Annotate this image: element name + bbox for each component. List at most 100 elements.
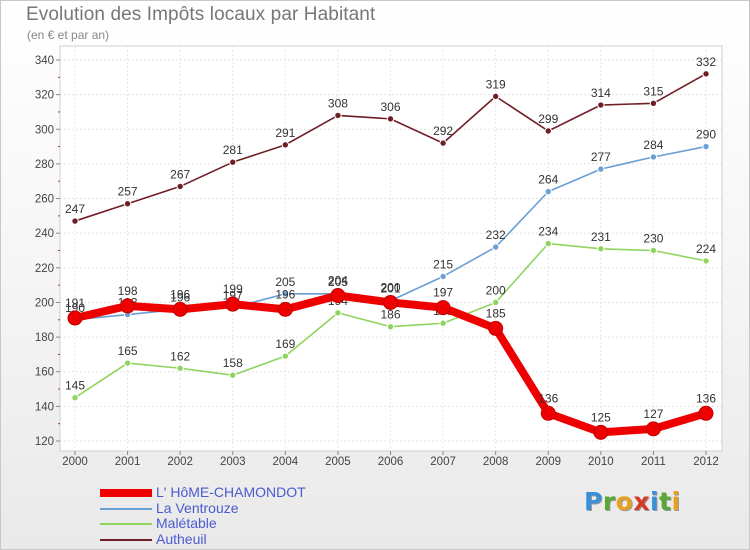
data-label: 205 <box>275 275 295 289</box>
data-label: 125 <box>591 410 611 424</box>
x-tick-label: 2007 <box>430 456 456 468</box>
data-label: 292 <box>433 124 453 138</box>
chart-subtitle: (en € et par an) <box>27 28 110 42</box>
data-label: 200 <box>486 283 506 297</box>
x-tick-label: 2010 <box>588 456 614 468</box>
data-label: 224 <box>696 242 716 256</box>
data-label: 232 <box>486 228 506 242</box>
y-tick-label: 260 <box>35 194 54 206</box>
x-tick-label: 2009 <box>535 456 561 468</box>
data-point <box>439 319 447 327</box>
legend-item-maletable: Malétable <box>100 515 420 532</box>
data-label: 197 <box>433 286 453 300</box>
y-tick-label: 180 <box>35 332 54 344</box>
data-label: 201 <box>380 282 400 296</box>
legend-item-autheuil: Autheuil <box>100 531 420 548</box>
legend-swatch <box>100 523 152 525</box>
data-label: 196 <box>170 290 190 304</box>
data-label: 332 <box>696 55 716 69</box>
data-point <box>281 290 290 298</box>
logo-letter: t <box>659 487 672 516</box>
legend-item-hsme-chamondot: L' HôME-CHAMONDOT <box>100 484 420 501</box>
data-label: 306 <box>380 100 400 114</box>
data-point <box>649 246 658 255</box>
data-label: 264 <box>538 173 558 187</box>
data-label: 319 <box>486 77 506 91</box>
data-point <box>544 127 552 135</box>
legend-label: L' HôME-CHAMONDOT <box>156 484 306 500</box>
legend-label: Malétable <box>156 515 217 531</box>
data-point <box>334 111 342 120</box>
series-autheuil: 247 257 267 281 291 308 306 292 319 299 314 315 332 <box>65 55 716 225</box>
data-label: 247 <box>65 202 85 216</box>
chart-legend: L' HôME-CHAMONDOT La Ventrouze Malétable… <box>100 484 420 548</box>
data-point <box>597 165 605 173</box>
data-label: 281 <box>223 143 243 157</box>
data-point <box>544 239 552 248</box>
x-tick-label: 2001 <box>115 456 141 468</box>
legend-swatch <box>100 538 152 541</box>
chart-title: Evolution des Impôts locaux par Habitant <box>26 4 376 25</box>
x-tick-label: 2002 <box>167 456 193 468</box>
data-point <box>123 200 132 208</box>
y-tick-label: 220 <box>35 263 54 275</box>
data-point <box>698 405 714 421</box>
data-point <box>439 272 447 281</box>
data-label: 234 <box>538 225 558 239</box>
data-label: 162 <box>170 349 190 363</box>
data-point <box>229 371 237 379</box>
x-tick-label: 2012 <box>693 456 719 468</box>
data-label: 230 <box>643 232 663 246</box>
x-tick-label: 2008 <box>483 456 509 468</box>
data-point <box>544 187 552 196</box>
data-point <box>491 298 500 307</box>
logo-letter: i <box>650 487 660 516</box>
data-label: 198 <box>118 284 138 298</box>
data-point <box>120 298 136 314</box>
data-point <box>649 153 658 161</box>
data-label: 186 <box>380 308 400 322</box>
data-point <box>225 296 241 312</box>
data-label: 196 <box>170 287 190 301</box>
logo-letter: i <box>671 487 681 516</box>
data-point <box>386 115 395 123</box>
data-point <box>176 364 184 372</box>
data-point <box>71 217 79 225</box>
legend-label: La Ventrouze <box>156 499 239 516</box>
data-label: 231 <box>591 230 611 244</box>
x-tick-label: 2011 <box>641 456 666 468</box>
legend-swatch <box>100 507 152 510</box>
data-label: 145 <box>65 379 85 393</box>
y-tick-label: 340 <box>35 55 54 67</box>
data-label: 215 <box>433 257 453 271</box>
y-tick-label: 240 <box>35 228 54 240</box>
data-label: 165 <box>118 344 138 358</box>
data-label: 277 <box>591 150 611 164</box>
data-label: 257 <box>118 185 138 199</box>
data-point <box>330 288 346 304</box>
data-point <box>597 245 605 253</box>
data-point <box>645 421 661 437</box>
data-point <box>439 139 447 147</box>
y-tick-label: 200 <box>35 297 54 309</box>
data-point <box>702 70 710 78</box>
data-label: 284 <box>643 138 663 152</box>
data-label: 196 <box>275 287 295 301</box>
data-point <box>176 182 184 191</box>
data-point <box>702 257 710 265</box>
data-point <box>71 394 79 402</box>
data-label: 199 <box>223 282 243 296</box>
y-tick-label: 140 <box>35 401 54 413</box>
logo-letter: o <box>615 487 634 516</box>
data-point <box>491 243 500 251</box>
data-point <box>386 323 395 331</box>
data-point <box>491 92 500 101</box>
x-tick-label: 2006 <box>378 456 404 468</box>
y-tick-label: 120 <box>35 436 54 448</box>
logo-letter: P <box>584 487 603 516</box>
x-tick-label: 2004 <box>273 456 299 468</box>
data-label: 308 <box>328 96 348 110</box>
data-label: 136 <box>696 391 716 405</box>
data-label: 169 <box>275 337 295 351</box>
